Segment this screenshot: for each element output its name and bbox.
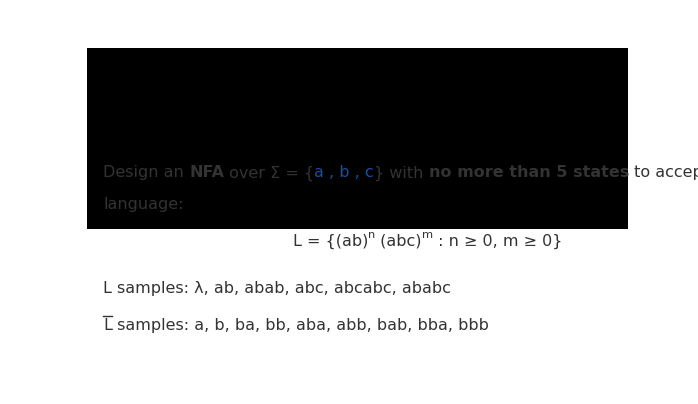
Text: samples: a, b, ba, bb, aba, abb, bab, bba, bbb: samples: a, b, ba, bb, aba, abb, bab, bb… xyxy=(112,318,489,333)
Text: Design an: Design an xyxy=(103,165,189,181)
Text: over Σ = {: over Σ = { xyxy=(224,165,315,181)
Text: L samples: λ, ab, abab, abc, abcabc, ababc: L samples: λ, ab, abab, abc, abcabc, aba… xyxy=(103,280,452,295)
Text: a , b , c: a , b , c xyxy=(315,165,374,181)
Text: : n ≥ 0, m ≥ 0}: : n ≥ 0, m ≥ 0} xyxy=(433,234,563,249)
Text: language:: language: xyxy=(103,196,184,212)
Text: } with: } with xyxy=(374,165,429,181)
Text: n: n xyxy=(368,229,376,240)
Text: to accept the following: to accept the following xyxy=(629,165,698,181)
Text: no more than 5 states: no more than 5 states xyxy=(429,165,629,181)
Text: m: m xyxy=(422,229,433,240)
Text: L: L xyxy=(103,318,112,333)
Text: L = {(ab): L = {(ab) xyxy=(293,234,368,249)
Text: NFA: NFA xyxy=(189,165,224,181)
Bar xyxy=(87,48,628,229)
Text: (abc): (abc) xyxy=(376,234,422,249)
